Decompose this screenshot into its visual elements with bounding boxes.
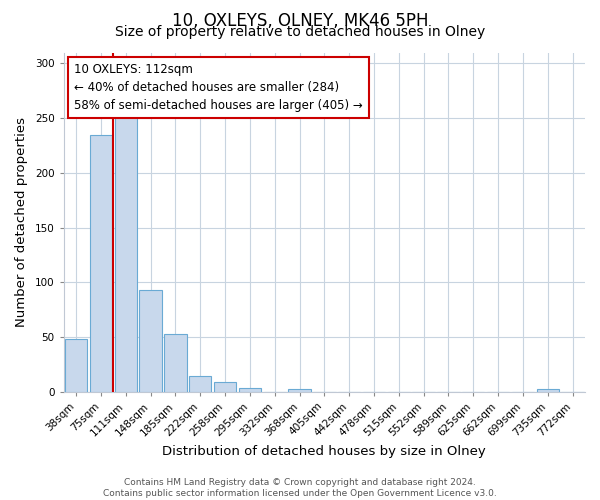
Bar: [189, 376, 211, 392]
Bar: [536, 390, 559, 392]
Text: Contains HM Land Registry data © Crown copyright and database right 2024.
Contai: Contains HM Land Registry data © Crown c…: [103, 478, 497, 498]
Bar: [65, 339, 88, 392]
Y-axis label: Number of detached properties: Number of detached properties: [15, 117, 28, 327]
Bar: [139, 290, 162, 392]
Bar: [289, 390, 311, 392]
Bar: [90, 134, 112, 392]
Bar: [115, 116, 137, 392]
Text: Size of property relative to detached houses in Olney: Size of property relative to detached ho…: [115, 25, 485, 39]
Bar: [214, 382, 236, 392]
Text: 10 OXLEYS: 112sqm
← 40% of detached houses are smaller (284)
58% of semi-detache: 10 OXLEYS: 112sqm ← 40% of detached hous…: [74, 62, 363, 112]
X-axis label: Distribution of detached houses by size in Olney: Distribution of detached houses by size …: [163, 444, 486, 458]
Text: 10, OXLEYS, OLNEY, MK46 5PH: 10, OXLEYS, OLNEY, MK46 5PH: [172, 12, 428, 30]
Bar: [164, 334, 187, 392]
Bar: [239, 388, 261, 392]
